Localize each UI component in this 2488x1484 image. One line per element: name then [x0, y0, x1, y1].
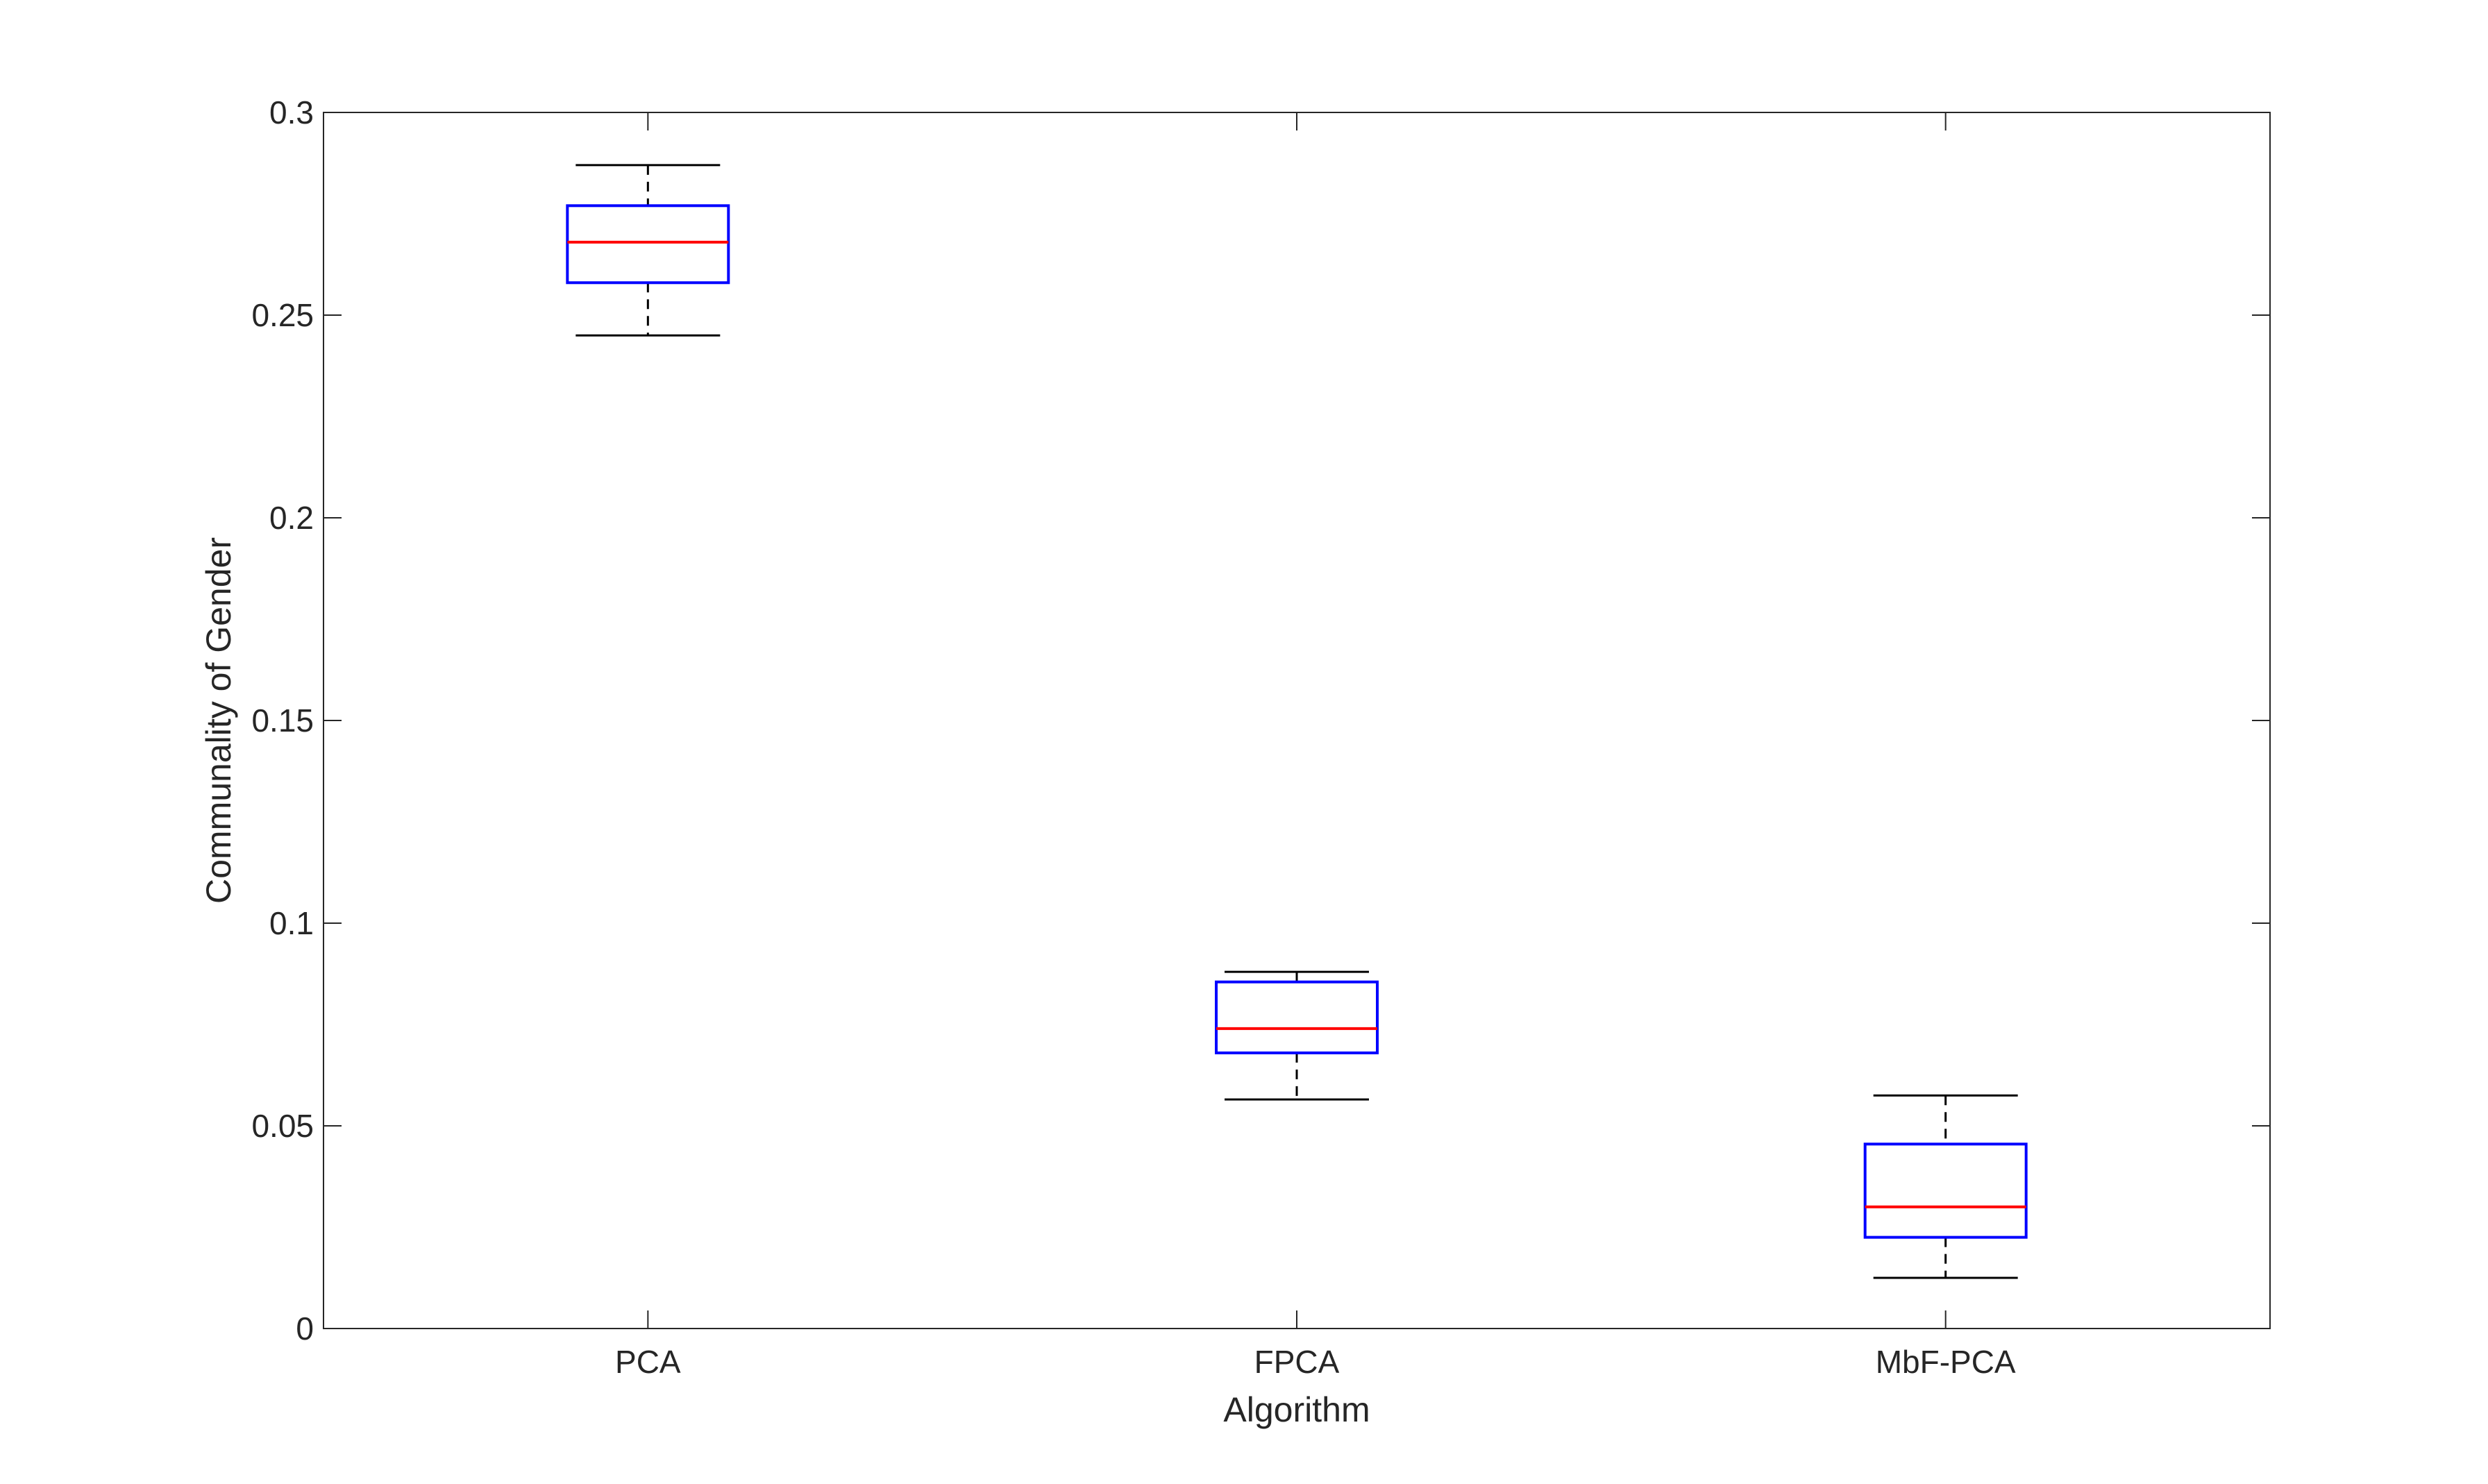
- x-axis-title: Algorithm: [1223, 1390, 1370, 1429]
- y-axis-title: Communality of Gender: [199, 537, 238, 904]
- box-pca: [566, 164, 730, 337]
- interquartile-box: [1863, 1142, 2028, 1239]
- interquartile-box: [1215, 980, 1379, 1054]
- box-fpca: [1215, 970, 1379, 1101]
- y-tick-label: 0.1: [269, 905, 314, 941]
- x-axis-ticks: PCA FPCA MbF-PCA: [615, 112, 2016, 1380]
- x-tick-label: FPCA: [1254, 1344, 1340, 1380]
- x-tick-label: MbF-PCA: [1876, 1344, 2016, 1380]
- y-tick-label: 0.25: [251, 297, 314, 333]
- y-tick-label: 0.2: [269, 500, 314, 536]
- x-tick-label: PCA: [615, 1344, 681, 1380]
- plot-area: [323, 112, 2271, 1329]
- y-tick-label: 0.05: [251, 1108, 314, 1144]
- y-tick-label: 0.3: [269, 94, 314, 130]
- interquartile-box: [566, 204, 730, 285]
- box-mbf-pca: [1863, 1094, 2028, 1279]
- y-axis-ticks: 0 0.05 0.1 0.15 0.2 0.25 0.3: [251, 94, 2270, 1347]
- box-series: [566, 164, 2028, 1279]
- y-tick-label: 0.15: [251, 702, 314, 739]
- y-tick-label: 0: [296, 1310, 314, 1347]
